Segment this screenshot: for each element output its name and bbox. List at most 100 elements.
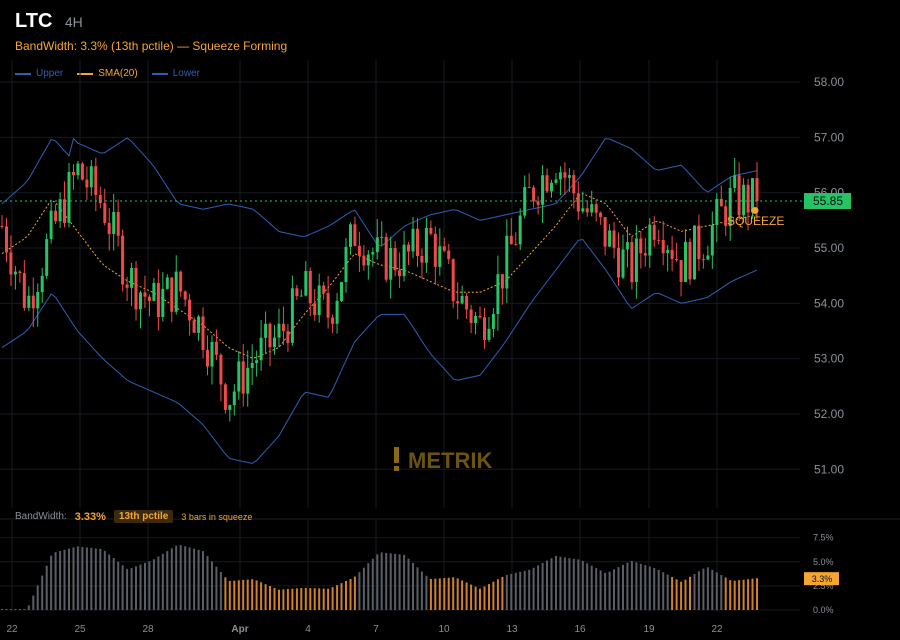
symbol-title[interactable]: LTC [15, 10, 53, 32]
candle-body[interactable] [107, 222, 111, 234]
candle-body[interactable] [433, 233, 437, 267]
candle-body[interactable] [460, 296, 464, 304]
candle-body[interactable] [237, 361, 241, 392]
candle-body[interactable] [67, 172, 71, 223]
candle-body[interactable] [5, 226, 8, 253]
candle-body[interactable] [407, 244, 410, 252]
candle-body[interactable] [9, 252, 13, 275]
candle-body[interactable] [335, 300, 339, 324]
candle-body[interactable] [389, 248, 393, 280]
candle-body[interactable] [728, 187, 732, 227]
candle-body[interactable] [625, 242, 629, 250]
candle-body[interactable] [353, 224, 357, 246]
candle-body[interactable] [666, 249, 670, 254]
candle-body[interactable] [130, 268, 134, 288]
candle-body[interactable] [469, 309, 473, 324]
candlesticks[interactable] [0, 157, 759, 422]
candle-body[interactable] [572, 175, 576, 194]
candle-body[interactable] [509, 235, 513, 245]
candle-body[interactable] [532, 187, 536, 202]
candle-body[interactable] [576, 193, 580, 212]
candle-body[interactable] [246, 367, 250, 394]
candle-body[interactable] [201, 316, 205, 351]
candle-body[interactable] [139, 292, 142, 310]
legend-item-lower[interactable]: Lower [151, 68, 200, 79]
candle-body[interactable] [518, 215, 522, 245]
candle-body[interactable] [188, 299, 192, 321]
candle-body[interactable] [331, 317, 335, 324]
candle-body[interactable] [505, 235, 509, 289]
candle-body[interactable] [724, 206, 728, 227]
candle-body[interactable] [63, 199, 66, 223]
candle-body[interactable] [675, 259, 679, 261]
candle-body[interactable] [241, 361, 245, 394]
candle-body[interactable] [733, 175, 737, 188]
candle-body[interactable] [541, 175, 545, 205]
candle-body[interactable] [308, 271, 312, 304]
candle-body[interactable] [58, 199, 62, 222]
candle-body[interactable] [121, 235, 125, 285]
candle-body[interactable] [174, 271, 178, 312]
candle-body[interactable] [94, 166, 98, 195]
candle-body[interactable] [206, 349, 209, 367]
candle-body[interactable] [255, 360, 259, 363]
candle-body[interactable] [40, 275, 44, 293]
candle-body[interactable] [281, 323, 285, 332]
candle-body[interactable] [134, 268, 138, 310]
candle-body[interactable] [585, 208, 589, 213]
candle-body[interactable] [545, 175, 549, 192]
legend-item-upper[interactable]: Upper [15, 68, 63, 79]
candle-body[interactable] [594, 204, 598, 213]
candle-body[interactable] [165, 277, 169, 289]
candle-body[interactable] [357, 245, 361, 256]
candle-body[interactable] [550, 182, 553, 192]
candle-body[interactable] [268, 323, 272, 348]
candle-body[interactable] [746, 184, 750, 213]
candle-body[interactable] [322, 285, 326, 294]
candle-body[interactable] [478, 315, 482, 318]
candle-body[interactable] [13, 271, 17, 275]
candle-body[interactable] [72, 172, 75, 176]
candle-body[interactable] [558, 172, 562, 180]
candle-body[interactable] [250, 363, 254, 368]
candle-body[interactable] [447, 250, 451, 260]
candle-body[interactable] [751, 178, 754, 213]
candle-body[interactable] [31, 295, 35, 309]
candle-body[interactable] [474, 315, 478, 323]
candle-body[interactable] [630, 242, 634, 283]
candle-body[interactable] [161, 288, 165, 317]
candle-body[interactable] [54, 210, 58, 222]
candle-body[interactable] [80, 163, 84, 180]
candle-body[interactable] [612, 230, 616, 248]
candle-body[interactable] [313, 303, 317, 315]
candle-body[interactable] [465, 296, 469, 310]
candle-body[interactable] [634, 238, 638, 283]
candle-body[interactable] [393, 248, 397, 271]
candle-body[interactable] [581, 208, 585, 212]
candle-body[interactable] [228, 405, 232, 410]
squeeze-marker[interactable] [751, 206, 759, 214]
candle-body[interactable] [49, 210, 53, 240]
candle-body[interactable] [210, 341, 214, 367]
candle-body[interactable] [715, 199, 719, 226]
candle-body[interactable] [639, 238, 643, 254]
candle-body[interactable] [416, 228, 419, 256]
candle-body[interactable] [273, 337, 276, 348]
candle-body[interactable] [147, 296, 151, 301]
candle-body[interactable] [599, 212, 603, 218]
candle-body[interactable] [567, 175, 571, 178]
candle-body[interactable] [152, 283, 156, 301]
candle-body[interactable] [326, 293, 330, 318]
candle-body[interactable] [487, 328, 491, 340]
candle-body[interactable] [402, 244, 406, 277]
candle-body[interactable] [451, 259, 455, 302]
candle-body[interactable] [621, 249, 625, 278]
candle-body[interactable] [420, 256, 424, 263]
candle-body[interactable] [742, 184, 746, 216]
candle-body[interactable] [197, 316, 201, 333]
candle-body[interactable] [688, 241, 692, 280]
candle-body[interactable] [652, 224, 656, 240]
candle-body[interactable] [456, 301, 460, 304]
candle-body[interactable] [527, 187, 531, 188]
candle-body[interactable] [317, 285, 321, 316]
